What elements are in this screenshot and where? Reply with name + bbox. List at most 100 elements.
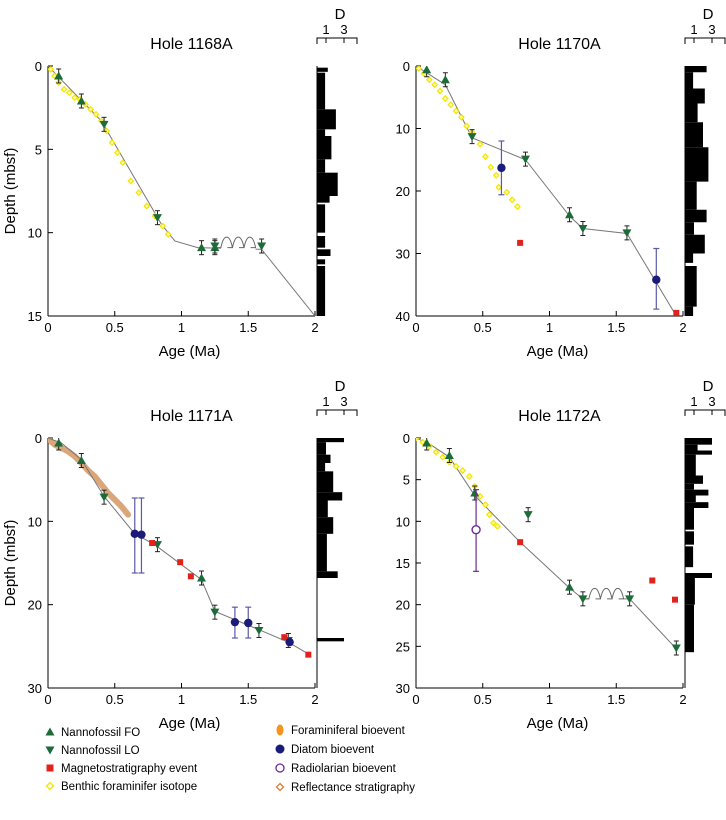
nannofossil-lo-point [578, 595, 588, 604]
chart-title: Hole 1172A [518, 408, 601, 425]
d-bar [685, 483, 694, 490]
d-bar [317, 471, 334, 493]
benthic-isotope-point [489, 519, 497, 527]
nannofossil-lo-point [625, 595, 635, 604]
x-tick-label: 0 [412, 320, 419, 335]
d-column-label: D [335, 378, 346, 395]
x-tick-label: 1.5 [239, 320, 257, 335]
d-bar [685, 578, 695, 605]
d-bar [317, 266, 326, 316]
y-tick-label: 20 [28, 598, 42, 613]
d-tick-label: 1 [690, 22, 697, 37]
d-bar [685, 181, 697, 210]
x-tick-label: 1.5 [607, 320, 625, 335]
y-tick-label: 15 [28, 309, 42, 324]
d-bar [317, 259, 326, 265]
d-bar [685, 147, 709, 182]
benthic-isotope-point [87, 105, 95, 113]
x-tick-label: 0 [44, 320, 51, 335]
y-tick-label: 0 [403, 431, 410, 446]
unconformity-symbol [582, 587, 625, 600]
y-tick-label: 5 [403, 473, 410, 488]
benthic-isotope-point [459, 467, 467, 474]
d-tick-label: 1 [690, 394, 697, 409]
d-bar [685, 495, 696, 503]
d-tick-label: 3 [708, 22, 715, 37]
benthic-isotope-point [51, 72, 59, 80]
legend-item: Nannofossil FO [45, 727, 140, 739]
magnetostratigraphy-point [177, 559, 184, 566]
legend: Nannofossil FO Nannofossil LO Magnetostrat… [45, 724, 415, 794]
y-tick-label: 0 [35, 431, 42, 446]
d-bar [685, 72, 694, 89]
benthic-isotope-point [476, 140, 484, 148]
x-tick-label: 2 [679, 320, 686, 335]
chart-panel-0: Hole 1168A 0 0.5 1 1.5 2 0 5 10 15 Age (Ma) Depth (… [2, 6, 358, 360]
benthic-isotope-point [135, 189, 143, 197]
legend-label: Nannofossil FO [61, 727, 140, 739]
benthic-isotope-point [439, 453, 447, 461]
nannofossil-lo-point [520, 155, 530, 164]
legend-marker [275, 782, 285, 792]
nannofossil-fo-point [76, 456, 86, 464]
benthic-isotope-point [457, 113, 465, 121]
x-tick-label: 0 [44, 692, 51, 707]
benthic-isotope-point [143, 202, 151, 210]
d-axis [316, 37, 358, 44]
plot-area [416, 66, 680, 316]
d-tick-label: 3 [708, 394, 715, 409]
nannofossil-fo-point [422, 66, 432, 74]
benthic-isotope-point [481, 501, 489, 509]
legend-item: Nannofossil LO [45, 745, 140, 757]
y-tick-label: 10 [28, 226, 42, 241]
legend-item: Radiolarian bioevent [275, 763, 397, 775]
y-tick-label: 10 [396, 514, 410, 529]
magnetostratigraphy-point [649, 577, 656, 584]
y-tick-label: 20 [396, 184, 410, 199]
legend-label: Radiolarian bioevent [291, 763, 397, 775]
x-tick-label: 1 [546, 320, 553, 335]
radiolarian-point [471, 524, 481, 535]
legend-marker [275, 744, 285, 754]
nannofossil-lo-point [467, 133, 477, 142]
plot-area [48, 66, 315, 316]
benthic-isotope-point [127, 177, 135, 185]
benthic-isotope-point [164, 230, 172, 238]
benthic-isotope-point [481, 153, 489, 161]
d-bar [685, 306, 694, 316]
legend-marker [45, 781, 55, 791]
benthic-isotope-point [416, 66, 423, 72]
legend-item: Diatom bioevent [275, 744, 375, 756]
benthic-isotope-point [487, 163, 495, 171]
d-tick-label: 1 [322, 22, 329, 37]
legend-marker [45, 746, 55, 755]
benthic-isotope-point [495, 183, 503, 191]
benthic-isotope-point [119, 159, 127, 167]
y-tick-label: 40 [396, 309, 410, 324]
x-tick-label: 0.5 [106, 692, 124, 707]
d-tick-label: 3 [340, 22, 347, 37]
benthic-isotope-point [447, 101, 455, 109]
benthic-isotope-point [503, 188, 511, 196]
d-bar [317, 249, 331, 256]
d-bar [685, 222, 694, 235]
x-axis-label: Age (Ma) [527, 343, 589, 360]
y-tick-label: 5 [35, 142, 42, 157]
nannofossil-fo-point [54, 438, 64, 447]
legend-item: Reflectance stratigraphy [275, 782, 415, 794]
y-tick-label: 15 [396, 556, 410, 571]
nannofossil-lo-point [671, 644, 681, 653]
d-column-label: D [703, 378, 714, 395]
diatom-point [130, 529, 139, 539]
diatom-point [244, 618, 253, 628]
d-axis [684, 37, 726, 44]
benthic-isotope-point [465, 472, 473, 480]
x-tick-label: 2 [679, 692, 686, 707]
nannofossil-fo-point [470, 488, 480, 497]
benthic-isotope-point [514, 203, 521, 211]
d-column: D1 3 [684, 6, 726, 316]
nannofossil-lo-point [152, 214, 162, 223]
benthic-isotope-point [452, 462, 460, 470]
nannofossil-fo-point [565, 582, 575, 591]
